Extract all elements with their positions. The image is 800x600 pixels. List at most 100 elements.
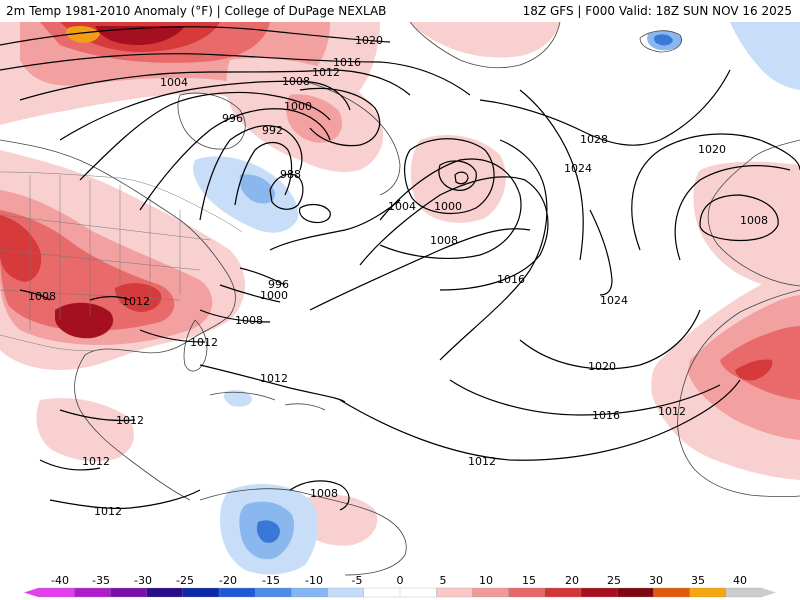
warm-area-north-africa-deep [735, 359, 773, 381]
colorbar-max-arrow [762, 588, 776, 597]
warm-area-central-america [36, 398, 134, 462]
isobar-1008-texas [19, 289, 51, 301]
cool-area-great-lakes-mid [239, 174, 276, 204]
colorbar-swatch [182, 587, 220, 598]
isobar-1008-e [699, 194, 779, 242]
isobar-label: 992 [262, 124, 283, 137]
coastline-iceland [639, 30, 682, 53]
isobar-label: 1000 [434, 200, 462, 213]
isobar-988 [269, 173, 304, 210]
colorbar-min-arrow [24, 588, 38, 597]
colorbar-swatch [291, 587, 329, 598]
isobar-996 [199, 125, 303, 221]
isobar-1012-pac [39, 459, 101, 471]
colorbar-tick-label: -35 [92, 574, 110, 587]
colorbar-swatch [37, 587, 75, 598]
isobar-label: 1012 [116, 414, 144, 427]
isobar-label: 1016 [497, 273, 525, 286]
colorbar-swatch [74, 587, 112, 598]
isobar-label: 1008 [28, 290, 56, 303]
warm-area-us-deep [0, 215, 42, 282]
colorbar-swatch [110, 587, 148, 598]
map-title: 2m Temp 1981-2010 Anomaly (°F) | College… [6, 4, 387, 18]
isobar-992 [234, 141, 293, 206]
isobar-1012-gulf [139, 329, 206, 343]
map-header: 2m Temp 1981-2010 Anomaly (°F) | College… [0, 0, 800, 22]
colorbar-tick-label: 10 [479, 574, 493, 587]
coastline-south-america [199, 488, 407, 576]
anomaly-colorbar: -40 -35 -30 -25 -20 -15 -10 -5 0 5 10 15… [24, 574, 776, 598]
isobar-1016-s [449, 379, 721, 416]
colorbar-tick-label: 40 [733, 574, 747, 587]
coastline-florida [183, 319, 208, 372]
warm-area-texas [55, 302, 114, 339]
isobar-996-se [239, 267, 286, 286]
isobar-label: 1020 [588, 360, 616, 373]
isobar-label: 1016 [592, 409, 620, 422]
warm-area-europe [693, 161, 800, 291]
warm-area-greenland [410, 22, 560, 58]
colorbar-swatch [436, 587, 474, 598]
isobar-label: 1012 [468, 455, 496, 468]
anomaly-shading [0, 22, 800, 575]
colorbar-swatch [218, 587, 256, 598]
colorbar-tick-label: 20 [565, 574, 579, 587]
isobar-label: 1024 [600, 294, 628, 307]
isobar-1004-nw [79, 91, 331, 181]
isobar-1024-b [589, 209, 613, 296]
isobar-1020-s [519, 309, 701, 370]
isobar-1012-mid [359, 176, 549, 291]
isobar-label: 1008 [310, 487, 338, 500]
isobar-label: 1012 [260, 372, 288, 385]
colorbar-tick-label: 30 [649, 574, 663, 587]
colorbar-swatch [544, 587, 582, 598]
coastlines [0, 22, 800, 576]
isobar-1016-nw [0, 53, 471, 96]
colorbar-tick-label: -20 [219, 574, 237, 587]
isobar-label: 988 [280, 168, 301, 181]
isobar-label: 1020 [355, 34, 383, 47]
isobar-label: 1008 [282, 75, 310, 88]
cool-area-north-atlantic [730, 22, 800, 90]
isobar-1012-mex [59, 409, 136, 422]
isobar-1004-mid [269, 199, 401, 251]
isobar-label: 1012 [82, 455, 110, 468]
isobar-label: 1024 [564, 162, 592, 175]
isobars [0, 26, 800, 511]
isobar-label: 1008 [740, 214, 768, 227]
isobar-label: 1000 [284, 100, 312, 113]
mexico-border [0, 334, 101, 352]
colorbar-tick-label: 15 [522, 574, 536, 587]
us-canada-border [0, 171, 243, 233]
colorbar-tick-label: -5 [352, 574, 363, 587]
isobar-label: 1000 [260, 289, 288, 302]
isobar-label: 1028 [580, 133, 608, 146]
isobar-low-mid-core [454, 171, 469, 185]
isobar-low-center-ring [298, 203, 331, 224]
colorbar-swatch [146, 587, 184, 598]
warm-area-orange [65, 26, 100, 43]
isobar-1008-se [199, 309, 271, 323]
isobar-label: 996 [222, 112, 243, 125]
coastline-greenland [409, 22, 561, 69]
isobar-1016-mid [309, 228, 531, 311]
colorbar-swatch [725, 587, 763, 598]
isobar-label: 1012 [122, 295, 150, 308]
colorbar-swatch [617, 587, 655, 598]
colorbar-swatch [363, 587, 401, 598]
isobar-1012-pac2 [49, 489, 201, 510]
coastline-labrador [299, 79, 401, 196]
isobar-label: 1020 [698, 143, 726, 156]
colorbar-swatch [580, 587, 618, 598]
colorbar-ticks: -40 -35 -30 -25 -20 -15 -10 -5 0 5 10 15… [51, 574, 747, 587]
cool-area-greenland-deep [654, 34, 673, 46]
colorbar-tick-label: 25 [607, 574, 621, 587]
warm-area-labrador-mid [286, 94, 343, 143]
colorbar-tick-label: -40 [51, 574, 69, 587]
isobar-1012-carib [199, 364, 346, 403]
colorbar-swatch [399, 587, 437, 598]
colorbar-tick-label: 35 [691, 574, 705, 587]
cool-area-south-america-deep [256, 520, 280, 543]
isobar-1020-mid [439, 139, 548, 361]
coastline-north-america [0, 139, 236, 501]
